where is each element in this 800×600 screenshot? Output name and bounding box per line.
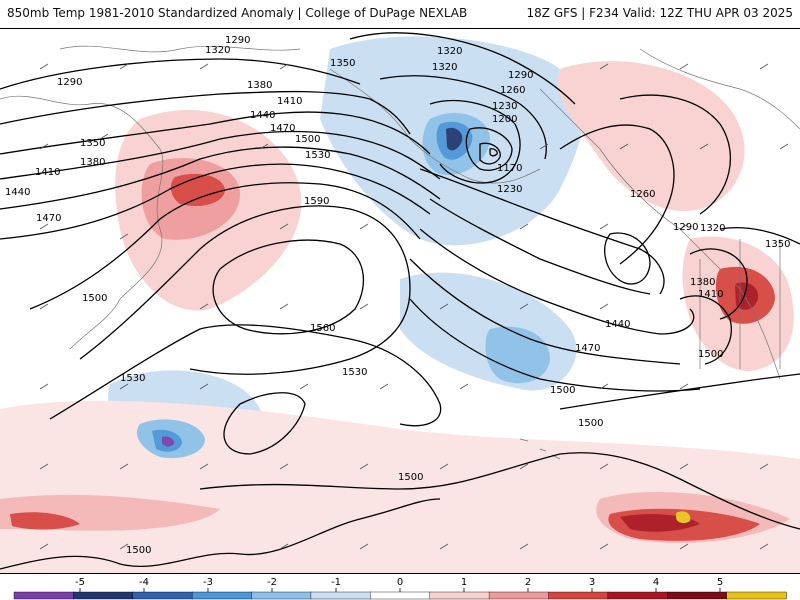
contour-label: 1470 [270,123,295,134]
colorbar-swatch [370,591,431,600]
colorbar-swatch [191,591,253,600]
contour-label: 1380 [80,157,105,168]
colorbar-tick-label: -3 [203,577,213,588]
colorbar-svg: -5 -4 -3 -2 -1 0 1 2 3 4 5 [13,577,787,600]
colorbar-swatches [13,591,787,600]
contour-label: 1320 [205,45,230,56]
contour-label: 1410 [35,167,60,178]
contour-label: 1380 [690,277,715,288]
contour-label: 1440 [250,110,275,121]
colorbar-tick-label: 5 [717,577,723,588]
contour-label: 1320 [700,223,725,234]
colorbar-swatch [429,591,490,600]
contour-label: 1440 [5,187,30,198]
contour-label: 1260 [500,85,525,96]
product-title: 850mb Temp 1981-2010 Standardized Anomal… [7,6,468,20]
colorbar-tick-label: 0 [397,577,403,588]
header: 850mb Temp 1981-2010 Standardized Anomal… [0,0,800,28]
contour-label: 1350 [765,239,790,250]
colorbar-swatch [310,591,372,600]
contour-label: 1530 [120,373,145,384]
contour-label: 1530 [305,150,330,161]
colorbar-swatch [13,591,75,600]
contour-label: 1500 [398,472,423,483]
contour-label: 1590 [304,196,329,207]
colorbar: -5 -4 -3 -2 -1 0 1 2 3 4 5 [0,574,800,600]
colorbar-tick-label: -5 [75,577,85,588]
colorbar-tick-label: -1 [331,577,341,588]
colorbar-swatch [251,591,312,600]
colorbar-tick-label: 2 [525,577,531,588]
contour-label: 1380 [247,80,272,91]
contour-label: 1230 [497,184,522,195]
contour-label: 1320 [432,62,457,73]
contour-label: 1290 [673,222,698,233]
colorbar-tick-label: -2 [267,577,277,588]
contour-label: 1410 [698,289,723,300]
coastlines [0,45,800,460]
contour-label: 1320 [437,46,462,57]
contour-label: 1530 [342,367,367,378]
contour-label: 1290 [508,70,533,81]
colorbar-swatch [548,591,609,600]
colorbar-swatch [73,591,134,600]
contour-labels: 1290 1320 1320 1350 1320 1290 1290 1260 … [5,35,790,556]
contour-label: 1260 [630,189,655,200]
contour-label: 1500 [578,418,603,429]
contour-label: 1410 [277,96,302,107]
height-contours [0,32,800,570]
colorbar-swatch [667,591,728,600]
contour-label: 1200 [492,114,517,125]
contour-label: 1500 [126,545,151,556]
contour-label: 1350 [80,138,105,149]
contour-label: 1500 [698,349,723,360]
colorbar-tick-label: 3 [589,577,595,588]
wind-barbs [39,63,789,550]
anomaly-shading [0,36,800,573]
colorbar-swatch [726,591,787,600]
valid-time: 18Z GFS | F234 Valid: 12Z THU APR 03 202… [526,6,793,20]
colorbar-tick-label: -4 [139,577,149,588]
map-panel: 1290 1320 1320 1350 1320 1290 1290 1260 … [0,28,800,574]
contour-label: 1290 [57,77,82,88]
colorbar-tick-label: 1 [461,577,467,588]
contour-label: 1290 [225,35,250,46]
colorbar-swatch [607,591,668,600]
contour-label: 1470 [36,213,61,224]
contour-label: 1230 [492,101,517,112]
colorbar-tick-label: 4 [653,577,659,588]
anomaly-map: 1290 1320 1320 1350 1320 1290 1290 1260 … [0,32,800,573]
contour-label: 1440 [605,319,630,330]
contour-label: 1500 [82,293,107,304]
contour-label: 1350 [330,58,355,69]
colorbar-swatch [132,591,193,600]
contour-label: 1560 [310,323,335,334]
contour-label: 1500 [550,385,575,396]
colorbar-ticks: -5 -4 -3 -2 -1 0 1 2 3 4 5 [75,577,723,592]
colorbar-swatch [488,591,550,600]
contour-label: 1500 [295,134,320,145]
contour-label: 1470 [575,343,600,354]
contour-label: 1170 [497,163,522,174]
